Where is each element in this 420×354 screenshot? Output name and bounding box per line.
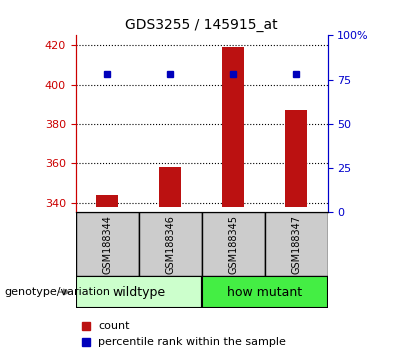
Bar — [139, 212, 202, 276]
Bar — [76, 212, 139, 276]
Text: how mutant: how mutant — [227, 286, 302, 298]
Text: percentile rank within the sample: percentile rank within the sample — [98, 337, 286, 347]
Bar — [222, 47, 244, 206]
Bar — [202, 212, 265, 276]
Bar — [202, 276, 328, 308]
Text: wildtype: wildtype — [112, 286, 165, 298]
Bar — [159, 167, 181, 206]
Text: GSM188346: GSM188346 — [165, 215, 175, 274]
Bar — [265, 212, 328, 276]
Bar — [76, 276, 202, 308]
Text: GSM188344: GSM188344 — [102, 215, 112, 274]
Bar — [285, 110, 307, 206]
Text: genotype/variation: genotype/variation — [4, 287, 110, 297]
Text: GSM188345: GSM188345 — [228, 215, 238, 274]
Text: GSM188347: GSM188347 — [291, 215, 301, 274]
Title: GDS3255 / 145915_at: GDS3255 / 145915_at — [125, 18, 278, 32]
Text: count: count — [98, 321, 130, 331]
Bar — [96, 195, 118, 206]
